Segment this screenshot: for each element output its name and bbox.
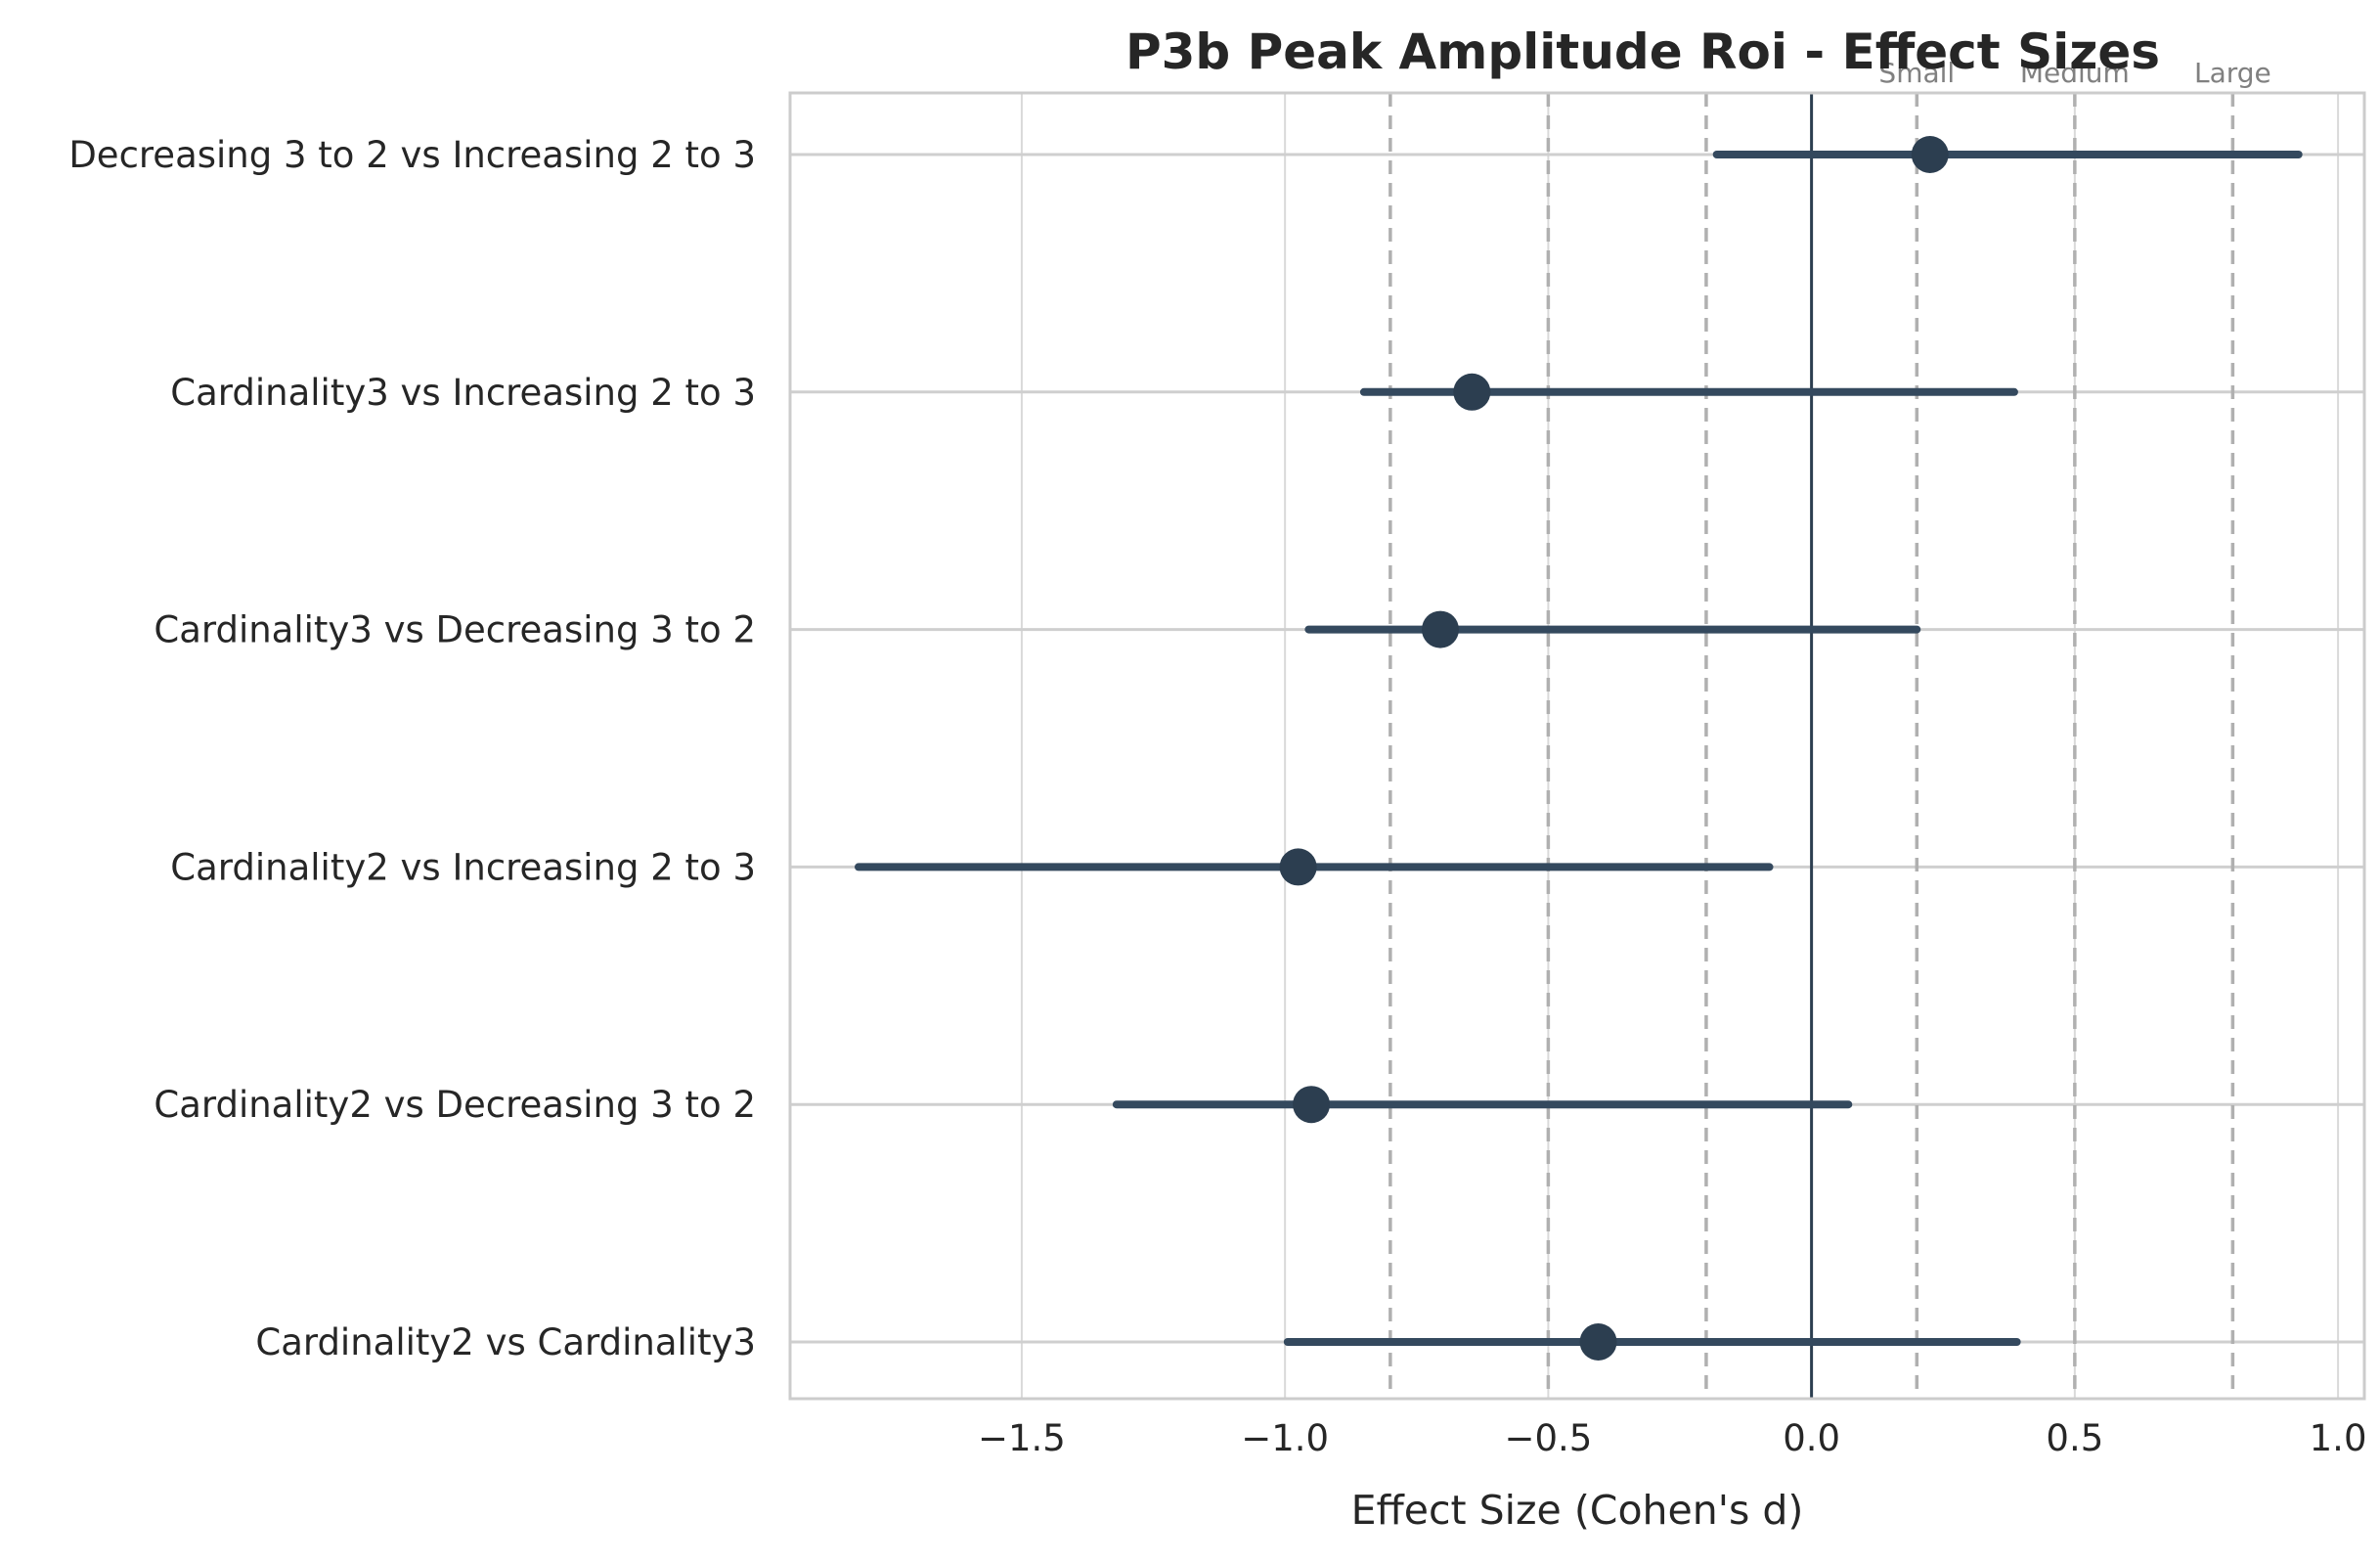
plot-frame — [788, 91, 2366, 1401]
reference-labels-layer: Small Medium Large — [1878, 57, 2270, 89]
effect-point-3 — [1279, 848, 1317, 886]
effect-point-0 — [1911, 136, 1949, 173]
y-tick-label-4: Cardinality2 vs Decreasing 3 to 2 — [154, 1084, 756, 1126]
y-tick-labels: Decreasing 3 to 2 vs Increasing 2 to 3 Ca… — [68, 134, 756, 1363]
x-tick-labels: −1.5 −1.0 −0.5 0.0 0.5 1.0 — [978, 1417, 2367, 1459]
reference-label-3: Small — [1878, 57, 1955, 89]
y-tick-label-2: Cardinality3 vs Decreasing 3 to 2 — [154, 609, 756, 651]
reference-label-5: Large — [2194, 57, 2271, 89]
effect-point-2 — [1422, 610, 1459, 648]
y-tick-label-5: Cardinality2 vs Cardinality3 — [255, 1321, 756, 1363]
chart-title: P3b Peak Amplitude Roi - Effect Sizes — [1125, 23, 2160, 80]
marks-layer — [855, 136, 2303, 1361]
y-tick-label-3: Cardinality2 vs Increasing 2 to 3 — [170, 846, 756, 888]
x-tick-label-4: 0.5 — [2046, 1417, 2103, 1459]
y-tick-label-0: Decreasing 3 to 2 vs Increasing 2 to 3 — [68, 134, 756, 176]
effect-point-5 — [1579, 1323, 1617, 1361]
x-tick-label-5: 1.0 — [2310, 1417, 2367, 1459]
x-tick-label-2: −0.5 — [1504, 1417, 1592, 1459]
x-tick-label-0: −1.5 — [978, 1417, 1066, 1459]
y-tick-label-1: Cardinality3 vs Increasing 2 to 3 — [170, 372, 756, 414]
x-axis-label: Effect Size (Cohen's d) — [1351, 1487, 1804, 1534]
x-tick-label-1: −1.0 — [1241, 1417, 1329, 1459]
effect-point-1 — [1453, 373, 1491, 411]
reference-label-4: Medium — [2020, 57, 2130, 89]
x-tick-label-3: 0.0 — [1783, 1417, 1840, 1459]
frame-layer — [788, 91, 2366, 1401]
effect-point-4 — [1293, 1086, 1331, 1124]
reference-lines-layer — [1388, 93, 2235, 1399]
